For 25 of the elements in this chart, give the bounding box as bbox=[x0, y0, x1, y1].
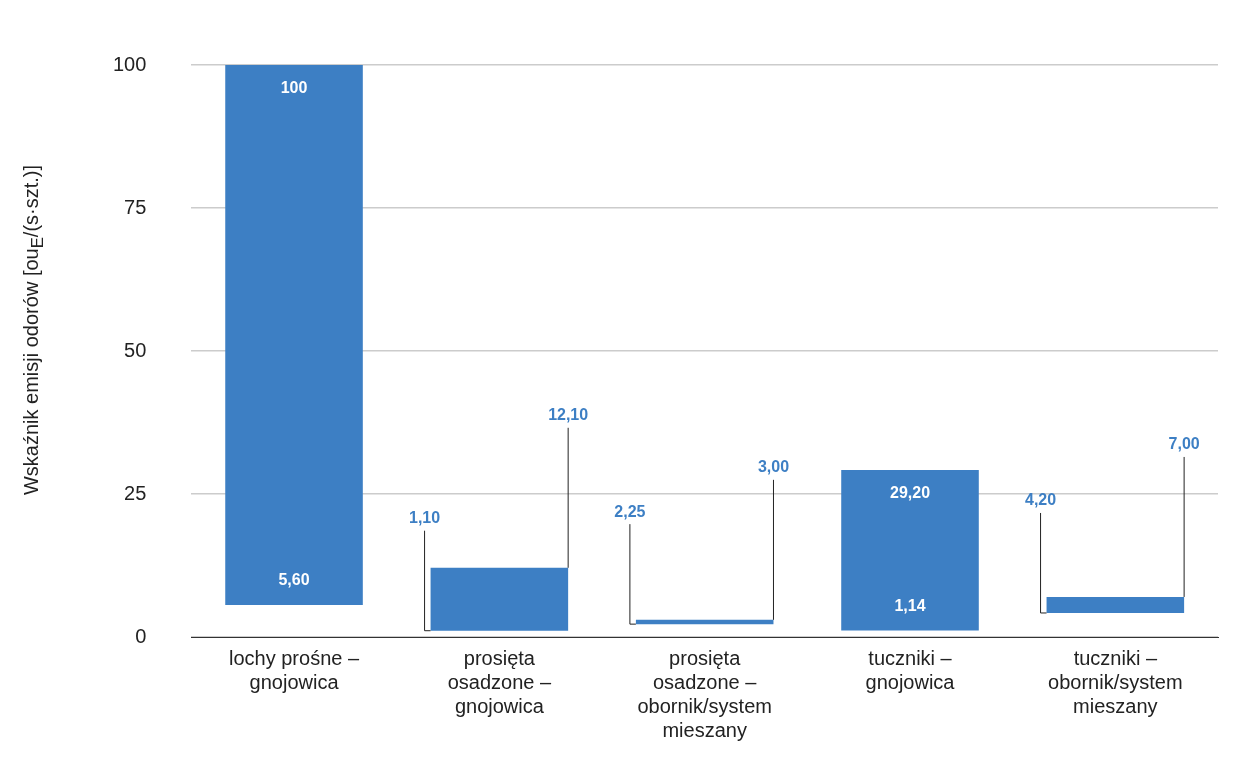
bar bbox=[1046, 596, 1185, 613]
text: 29,20 bbox=[889, 484, 931, 502]
x-tick-label: lochy prośne – gnojowica bbox=[228, 646, 360, 693]
bar bbox=[841, 469, 979, 631]
x-tick-label: tuczniki – gnojowica bbox=[865, 646, 956, 693]
text: 12,10 bbox=[548, 406, 589, 424]
text: 5,60 bbox=[278, 571, 310, 589]
bar bbox=[430, 567, 569, 631]
y-tick-label: 100 bbox=[112, 52, 147, 75]
text: 100 bbox=[280, 79, 308, 97]
bar bbox=[225, 65, 363, 605]
text: 1,14 bbox=[894, 596, 926, 614]
y-tick-label: 75 bbox=[124, 195, 147, 218]
text: 1,10 bbox=[409, 509, 441, 527]
y-tick-label: 0 bbox=[135, 624, 147, 647]
text: 7,00 bbox=[1168, 435, 1200, 453]
y-tick-label: 50 bbox=[124, 338, 147, 361]
y-tick-label: 25 bbox=[124, 481, 147, 504]
text: 4,20 bbox=[1024, 491, 1057, 509]
bar bbox=[635, 619, 774, 625]
text: 2,25 bbox=[614, 502, 646, 520]
x-tick-label: prosięta osadzone – obornik/system mieszany bbox=[637, 646, 772, 741]
text: 3,00 bbox=[757, 458, 790, 476]
x-tick-label: tuczniki – obornik/system mieszany bbox=[1048, 646, 1183, 717]
x-tick-label: prosięta osadzone – gnojowica bbox=[447, 646, 552, 717]
